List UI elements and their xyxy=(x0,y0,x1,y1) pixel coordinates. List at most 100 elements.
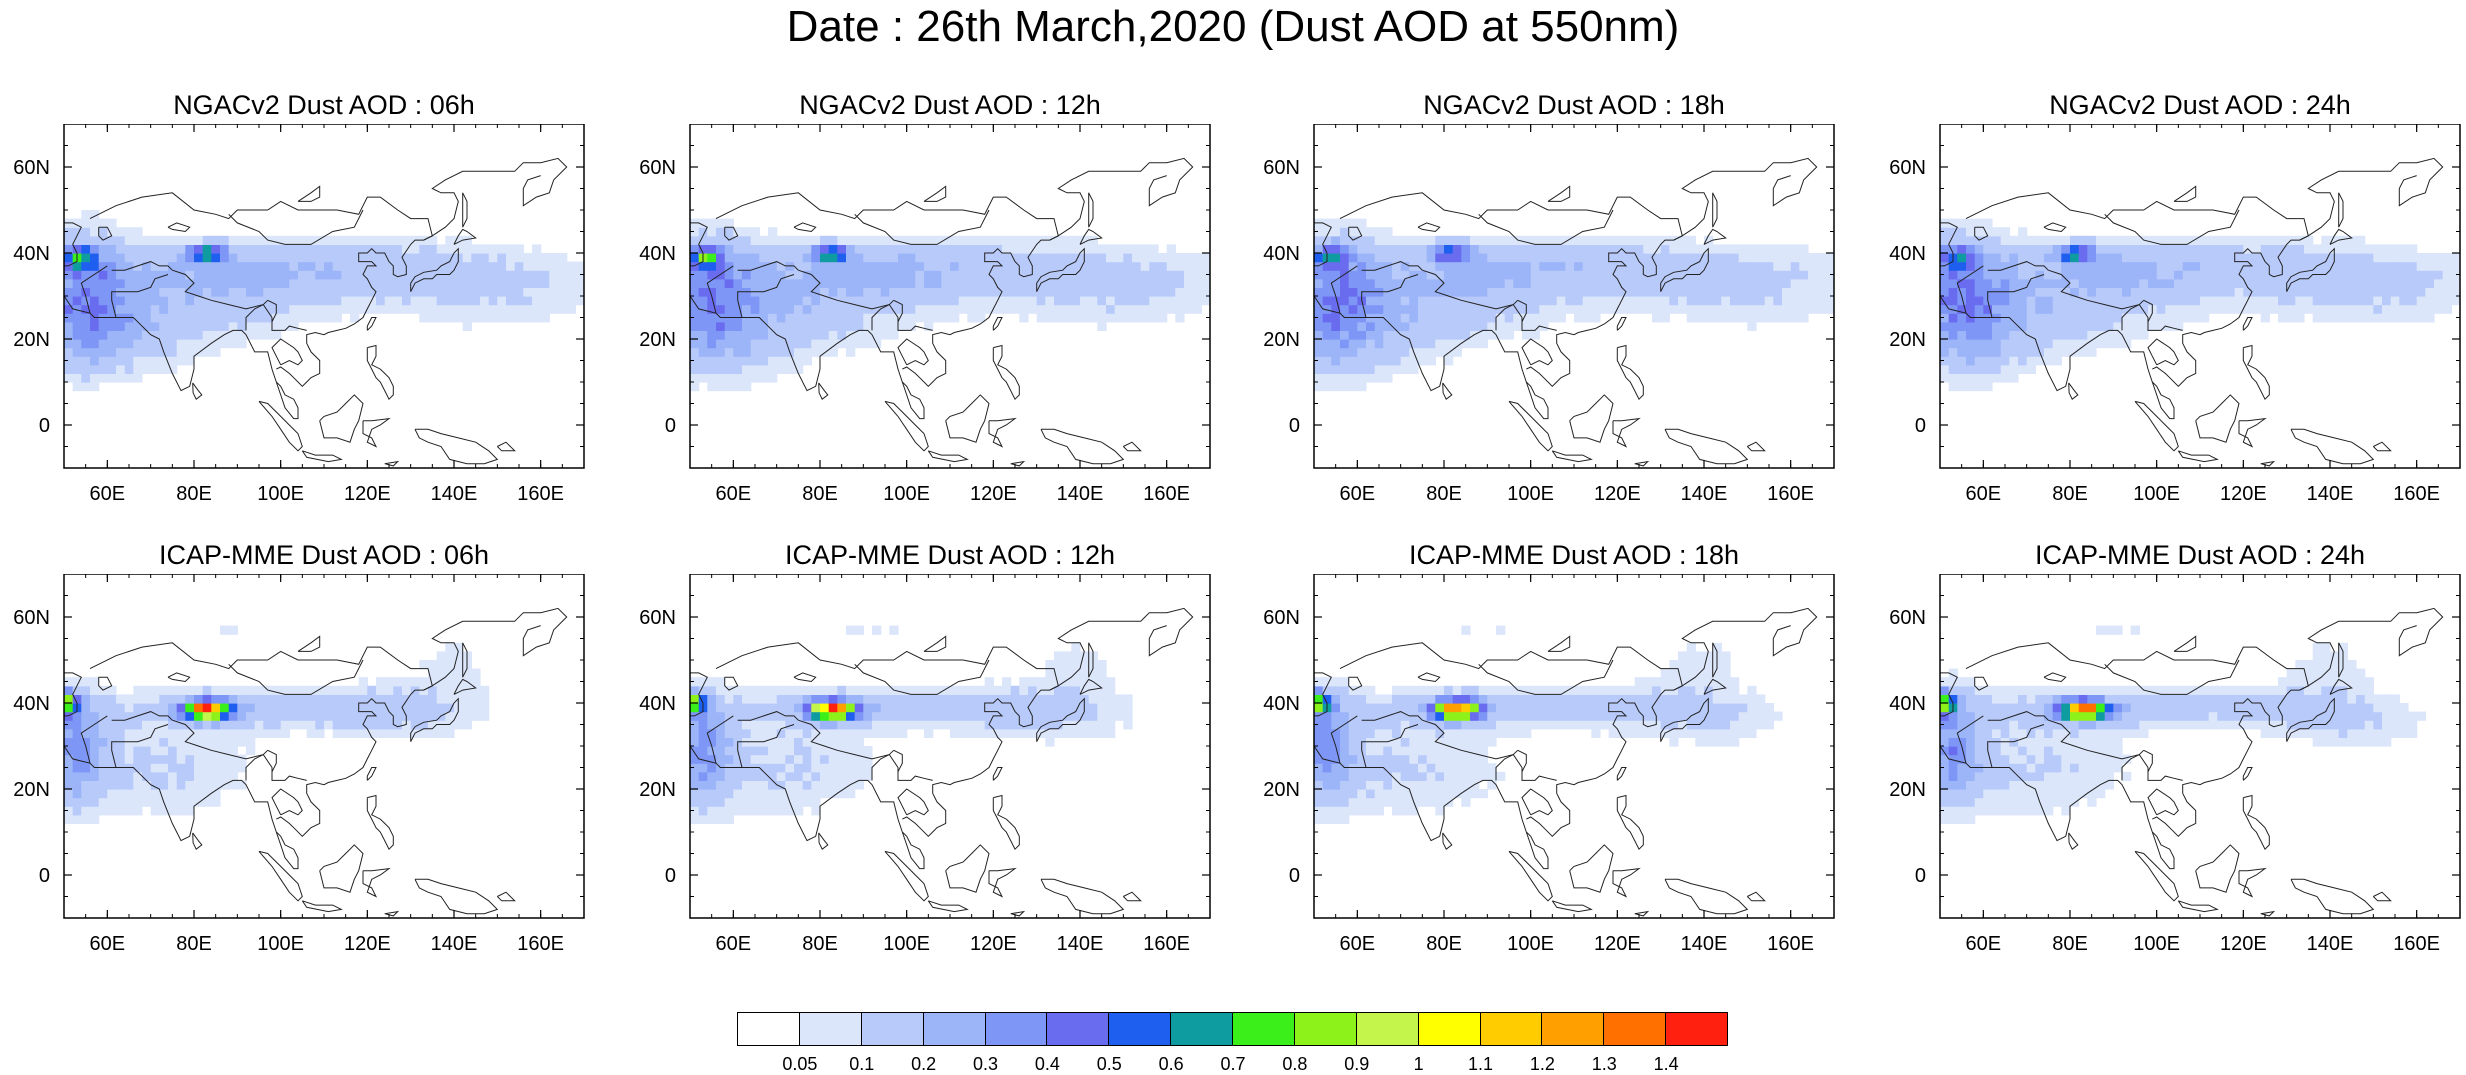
x-tick-label: 160E xyxy=(517,483,564,505)
colorbar-swatch xyxy=(923,1012,986,1046)
y-tick-label: 20N xyxy=(1263,779,1300,801)
y-tick-label: 60N xyxy=(639,157,676,179)
x-tick-label: 140E xyxy=(431,483,478,505)
aod-field xyxy=(690,219,1211,392)
panel-title: ICAP-MME Dust AOD : 12h xyxy=(690,540,1210,571)
y-tick-label: 0 xyxy=(665,415,676,437)
y-tick-label: 0 xyxy=(1915,865,1926,887)
x-tick-label: 100E xyxy=(257,483,304,505)
colorbar-label: 0.7 xyxy=(1220,1054,1245,1075)
aod-field xyxy=(64,210,585,391)
y-tick-label: 60N xyxy=(13,607,50,629)
panel-title: NGACv2 Dust AOD : 12h xyxy=(690,90,1210,121)
panel-title: NGACv2 Dust AOD : 18h xyxy=(1314,90,1834,121)
y-tick-label: 0 xyxy=(1915,415,1926,437)
y-tick-label: 40N xyxy=(13,243,50,265)
colorbar-label: 1.4 xyxy=(1654,1054,1679,1075)
x-tick-label: 100E xyxy=(883,933,930,955)
y-tick-label: 0 xyxy=(665,865,676,887)
colorbar-swatch xyxy=(1418,1012,1481,1046)
colorbar-label: 0.1 xyxy=(849,1054,874,1075)
y-tick-label: 20N xyxy=(1263,329,1300,351)
x-tick-label: 60E xyxy=(1966,483,2002,505)
colorbar-swatch xyxy=(861,1012,924,1046)
x-tick-label: 60E xyxy=(1966,933,2002,955)
x-tick-label: 60E xyxy=(716,933,752,955)
y-tick-label: 20N xyxy=(639,329,676,351)
x-tick-label: 80E xyxy=(2052,933,2088,955)
colorbar-label: 1.2 xyxy=(1530,1054,1555,1075)
colorbar-label: 1.3 xyxy=(1592,1054,1617,1075)
colorbar-swatch xyxy=(1603,1012,1666,1046)
panel-title: NGACv2 Dust AOD : 24h xyxy=(1940,90,2460,121)
colorbar-label: 0.9 xyxy=(1344,1054,1369,1075)
x-tick-label: 120E xyxy=(344,933,391,955)
y-tick-label: 40N xyxy=(1889,693,1926,715)
panel-title: NGACv2 Dust AOD : 06h xyxy=(64,90,584,121)
x-tick-label: 160E xyxy=(1767,933,1814,955)
x-tick-label: 160E xyxy=(1767,483,1814,505)
y-tick-label: 0 xyxy=(1289,865,1300,887)
x-tick-label: 140E xyxy=(431,933,478,955)
colorbar-swatch xyxy=(1232,1012,1295,1046)
x-tick-label: 60E xyxy=(716,483,752,505)
x-tick-label: 60E xyxy=(90,933,126,955)
aod-field xyxy=(1314,219,1835,392)
y-tick-label: 40N xyxy=(639,693,676,715)
y-tick-label: 60N xyxy=(639,607,676,629)
colorbar-label: 1 xyxy=(1414,1054,1424,1075)
x-tick-label: 140E xyxy=(1057,483,1104,505)
colorbar-swatch xyxy=(1170,1012,1233,1046)
x-tick-label: 160E xyxy=(2393,933,2440,955)
x-tick-label: 100E xyxy=(1507,483,1554,505)
x-tick-label: 60E xyxy=(1340,933,1376,955)
y-tick-label: 20N xyxy=(1889,329,1926,351)
y-tick-label: 20N xyxy=(639,779,676,801)
colorbar-boxes xyxy=(738,1012,1728,1046)
panel-title: ICAP-MME Dust AOD : 18h xyxy=(1314,540,1834,571)
y-tick-label: 20N xyxy=(1889,779,1926,801)
x-tick-label: 140E xyxy=(1057,933,1104,955)
y-tick-label: 20N xyxy=(13,779,50,801)
x-tick-label: 60E xyxy=(1340,483,1376,505)
x-tick-label: 100E xyxy=(1507,933,1554,955)
colorbar-swatch xyxy=(1046,1012,1109,1046)
x-tick-label: 160E xyxy=(517,933,564,955)
y-tick-label: 20N xyxy=(13,329,50,351)
x-tick-label: 160E xyxy=(2393,483,2440,505)
x-tick-label: 80E xyxy=(1426,933,1462,955)
colorbar-label: 1.1 xyxy=(1468,1054,1493,1075)
colorbar-swatch xyxy=(799,1012,862,1046)
y-tick-label: 40N xyxy=(1263,693,1300,715)
x-tick-label: 80E xyxy=(1426,483,1462,505)
aod-field xyxy=(64,626,489,824)
colorbar-label: 0.6 xyxy=(1159,1054,1184,1075)
x-tick-label: 100E xyxy=(883,483,930,505)
x-tick-label: 80E xyxy=(2052,483,2088,505)
panel-title: ICAP-MME Dust AOD : 06h xyxy=(64,540,584,571)
y-tick-label: 0 xyxy=(39,415,50,437)
colorbar-swatch xyxy=(1356,1012,1419,1046)
colorbar-swatch xyxy=(1294,1012,1357,1046)
y-tick-label: 0 xyxy=(1289,415,1300,437)
y-tick-label: 60N xyxy=(13,157,50,179)
x-tick-label: 100E xyxy=(2133,933,2180,955)
x-tick-label: 80E xyxy=(176,933,212,955)
panel-title: ICAP-MME Dust AOD : 24h xyxy=(1940,540,2460,571)
aod-field xyxy=(1940,219,2461,392)
colorbar-swatch xyxy=(737,1012,800,1046)
y-tick-label: 40N xyxy=(1263,243,1300,265)
colorbar-swatch xyxy=(1108,1012,1171,1046)
